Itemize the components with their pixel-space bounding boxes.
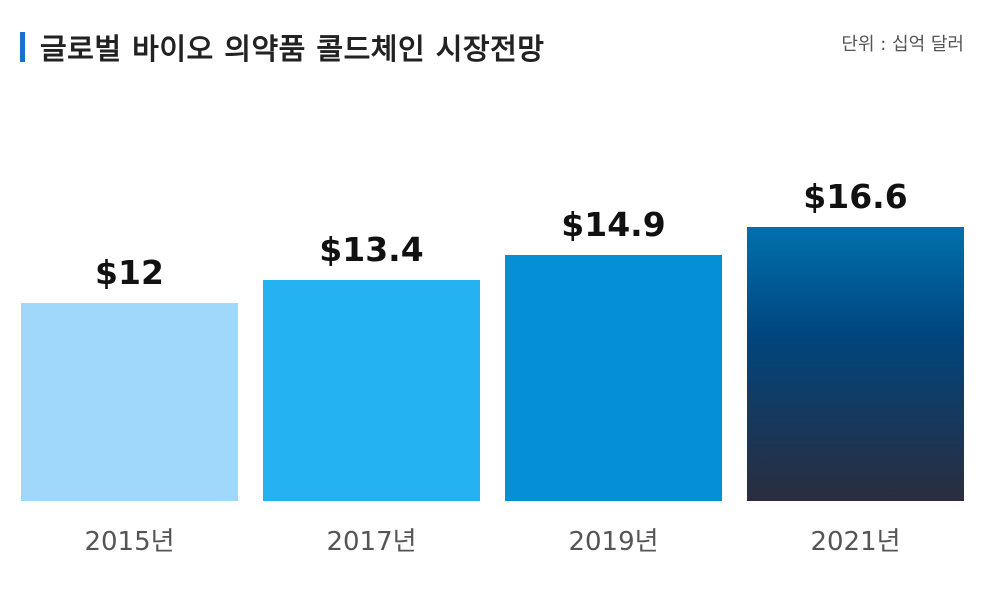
bar-2017년 — [263, 280, 480, 501]
bar-value-label: $12 — [95, 253, 164, 292]
unit-label: 단위 : 십억 달러 — [841, 34, 964, 55]
category-label: 2019년 — [568, 527, 658, 557]
title-accent-bar — [20, 32, 25, 62]
category-label: 2017년 — [326, 527, 416, 557]
chart-title: 글로벌 바이오 의약품 콜드체인 시장전망 — [40, 32, 545, 66]
bar-value-label: $14.9 — [561, 205, 665, 244]
category-label: 2021년 — [810, 527, 900, 557]
bar-value-label: $13.4 — [319, 230, 423, 269]
bar-2015년 — [21, 303, 238, 501]
bar-2021년 — [747, 227, 964, 501]
category-label: 2015년 — [84, 527, 174, 557]
bar-2019년 — [505, 255, 722, 501]
bar-value-label: $16.6 — [803, 177, 907, 216]
